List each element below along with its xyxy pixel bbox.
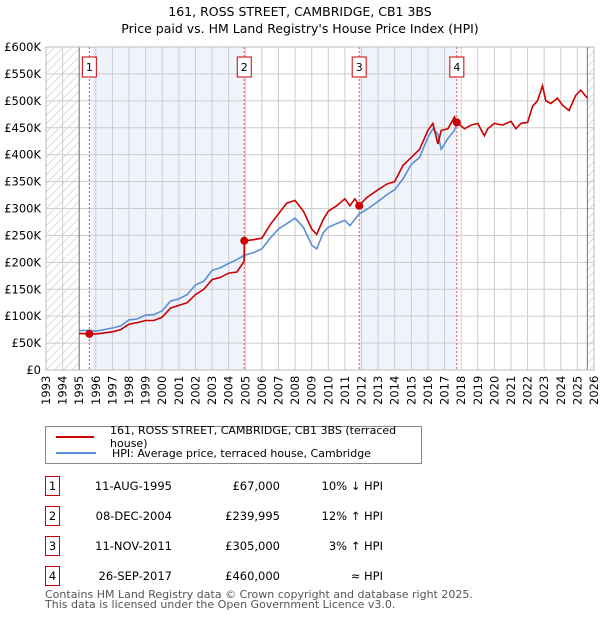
legend-item-property: 161, ROSS STREET, CAMBRIDGE, CB1 3BS (te…: [56, 424, 421, 450]
chart-subtitle: Price paid vs. HM Land Registry's House …: [121, 21, 479, 36]
sale-label-box: [449, 56, 465, 78]
y-tick-label: £500K: [4, 94, 41, 108]
x-tick-label: 1999: [139, 376, 153, 405]
x-tick-label: 1996: [89, 376, 103, 405]
x-tick-label: 2026: [587, 376, 600, 405]
transaction-number: 4: [45, 566, 60, 586]
transaction-price: £67,000: [232, 479, 280, 493]
sale-label: 4: [453, 61, 460, 74]
y-tick-label: £100K: [4, 309, 41, 323]
legend-label: HPI: Average price, terraced house, Camb…: [112, 446, 371, 460]
sale-label-box: [236, 56, 252, 78]
sale-point: [85, 329, 94, 338]
transaction-hpi: 3% ↑ HPI: [328, 539, 383, 553]
transaction-row: 2 08-DEC-2004 £239,995 12% ↑ HPI: [45, 506, 445, 526]
y-tick-label: £600K: [4, 40, 41, 54]
transaction-date: 08-DEC-2004: [95, 509, 172, 523]
y-tick-label: £200K: [4, 255, 41, 269]
x-tick-label: 2012: [355, 376, 369, 405]
y-tick-label: £350K: [4, 175, 41, 189]
sale-label-box: [81, 56, 97, 78]
y-tick-label: £250K: [4, 228, 41, 242]
transaction-number: 2: [45, 506, 60, 526]
legend-label: 161, ROSS STREET, CAMBRIDGE, CB1 3BS (te…: [110, 424, 397, 450]
y-tick-label: £50K: [12, 336, 42, 350]
transaction-number: 1: [45, 476, 60, 496]
footer-copyright: Contains HM Land Registry data © Crown c…: [45, 588, 473, 601]
sale-label: 2: [241, 61, 248, 74]
y-tick-label: £550K: [4, 67, 41, 81]
x-tick-label: 2017: [438, 376, 452, 405]
x-tick-label: 2024: [554, 376, 568, 405]
x-tick-label: 2006: [255, 376, 269, 405]
x-tick-label: 1995: [72, 376, 86, 405]
transaction-date: 11-NOV-2011: [95, 539, 172, 553]
transaction-price: £305,000: [225, 539, 280, 553]
transaction-hpi: 10% ↓ HPI: [321, 479, 383, 493]
y-tick-label: £150K: [4, 282, 41, 296]
x-tick-label: 2015: [404, 376, 418, 405]
price-chart: 1 2 3 4 1993 1994 1995 1996 1997 1998 1999 2000 2001…: [4, 40, 600, 405]
transaction-hpi: 12% ↑ HPI: [321, 509, 383, 523]
x-tick-label: 2018: [454, 376, 468, 405]
x-tick-label: 2000: [155, 376, 169, 405]
y-tick-label: £300K: [4, 202, 41, 216]
x-tick-label: 2003: [205, 376, 219, 405]
transaction-price: £460,000: [225, 569, 280, 583]
legend-item-hpi: HPI: Average price, terraced house, Camb…: [56, 445, 371, 461]
x-tick-label: 2002: [188, 376, 202, 405]
x-tick-label: 2001: [172, 376, 186, 405]
x-tick-label: 2007: [271, 376, 285, 405]
x-tick-label: 2004: [222, 376, 236, 405]
transaction-number: 3: [45, 536, 60, 556]
transaction-row: 4 26-SEP-2017 £460,000 ≈ HPI: [45, 566, 445, 586]
x-tick-label: 2022: [521, 376, 535, 405]
x-tick-label: 2010: [321, 376, 335, 405]
y-tick-label: £400K: [4, 148, 41, 162]
transaction-date: 26-SEP-2017: [98, 569, 172, 583]
x-tick-label: 2013: [371, 376, 385, 405]
sale-point: [355, 201, 364, 210]
x-tick-label: 2008: [288, 376, 302, 405]
transaction-row: 1 11-AUG-1995 £67,000 10% ↓ HPI: [45, 476, 445, 496]
x-tick-label: 2014: [388, 376, 402, 405]
footer-attribution: Contains HM Land Registry data © Crown c…: [45, 588, 473, 611]
x-tick-label: 1998: [122, 376, 136, 405]
x-tick-label: 2023: [537, 376, 551, 405]
legend-swatch-blue: [56, 452, 96, 454]
transaction-date: 11-AUG-1995: [94, 479, 172, 493]
x-tick-label: 1997: [105, 376, 119, 405]
x-tick-label: 2011: [338, 376, 352, 405]
transaction-hpi: ≈ HPI: [350, 569, 383, 583]
y-tick-label: £0: [26, 363, 41, 377]
x-tick-label: 2019: [471, 376, 485, 405]
x-tick-label: 2005: [238, 376, 252, 405]
x-tick-label: 2021: [504, 376, 518, 405]
y-tick-label: £450K: [4, 121, 41, 135]
x-tick-label: 1994: [56, 376, 70, 405]
sale-label-box: [351, 56, 367, 78]
x-tick-label: 1993: [39, 376, 53, 405]
footer-licence: This data is licensed under the Open Gov…: [45, 598, 396, 611]
property-price-line: [79, 82, 589, 335]
legend-swatch-red: [56, 436, 95, 438]
hpi-line: [79, 123, 458, 333]
x-tick-label: 2025: [570, 376, 584, 405]
sale-point: [452, 118, 461, 127]
plot-border: [45, 46, 595, 371]
chart-title: 161, ROSS STREET, CAMBRIDGE, CB1 3BS: [168, 4, 432, 19]
transaction-price: £239,995: [225, 509, 280, 523]
transaction-row: 3 11-NOV-2011 £305,000 3% ↑ HPI: [45, 536, 445, 556]
sale-label: 1: [86, 61, 93, 74]
x-tick-label: 2009: [305, 376, 319, 405]
legend: 161, ROSS STREET, CAMBRIDGE, CB1 3BS (te…: [45, 424, 422, 464]
x-tick-label: 2020: [487, 376, 501, 405]
x-tick-label: 2016: [421, 376, 435, 405]
sale-point: [240, 236, 249, 245]
sale-label: 3: [356, 61, 363, 74]
